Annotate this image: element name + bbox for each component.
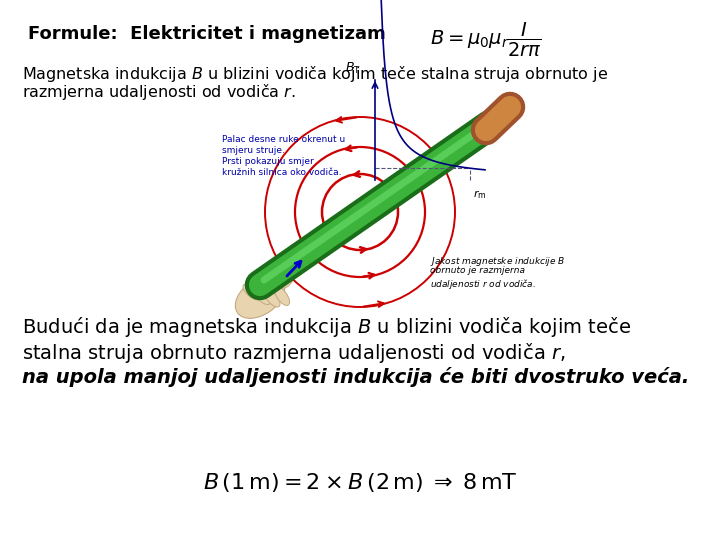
Ellipse shape: [235, 276, 284, 318]
Text: Prsti pokazuju smjer: Prsti pokazuju smjer: [222, 157, 314, 166]
Text: obrnuto je razmjerna: obrnuto je razmjerna: [430, 266, 525, 275]
Text: $B\,(1\,\mathrm{m}) = 2 \times B\,(2\,\mathrm{m})\;\Rightarrow\; 8\,\mathrm{mT}$: $B\,(1\,\mathrm{m}) = 2 \times B\,(2\,\m…: [202, 470, 518, 494]
Text: razmjerna udaljenosti od vodiča $r$.: razmjerna udaljenosti od vodiča $r$.: [22, 82, 296, 102]
Ellipse shape: [243, 284, 261, 300]
Text: na upola manjoj udaljenosti indukcija će biti dvostruko veća.: na upola manjoj udaljenosti indukcija će…: [22, 367, 689, 387]
Ellipse shape: [274, 287, 289, 306]
Text: $B_{\rm T}$: $B_{\rm T}$: [345, 61, 361, 76]
Text: udaljenosti $r$ od vodiča.: udaljenosti $r$ od vodiča.: [430, 277, 536, 291]
Ellipse shape: [280, 266, 296, 288]
Ellipse shape: [253, 287, 271, 305]
Text: Palac desne ruke okrenut u: Palac desne ruke okrenut u: [222, 135, 346, 144]
Text: Formule:  Elektricitet i magnetizam: Formule: Elektricitet i magnetizam: [28, 25, 386, 43]
Text: stalna struja obrnuto razmjerna udaljenosti od vodiča $r$,: stalna struja obrnuto razmjerna udaljeno…: [22, 341, 565, 365]
Text: Budući da je magnetska indukcija $B$ u blizini vodiča kojim teče: Budući da je magnetska indukcija $B$ u b…: [22, 315, 631, 339]
Text: Magnetska indukcija $B$ u blizini vodiča kojim teče stalna struja obrnuto je: Magnetska indukcija $B$ u blizini vodiča…: [22, 64, 608, 84]
Text: Jakost magnetske indukcije $B$: Jakost magnetske indukcije $B$: [430, 255, 565, 268]
Text: kružnih silnica oko vodiča.: kružnih silnica oko vodiča.: [222, 168, 341, 177]
Text: $r_{\rm m}$: $r_{\rm m}$: [473, 188, 487, 201]
Text: smjeru struje.: smjeru struje.: [222, 146, 285, 155]
Text: $B = \mu_0\mu_r \dfrac{I}{2r\pi}$: $B = \mu_0\mu_r \dfrac{I}{2r\pi}$: [430, 21, 542, 59]
Ellipse shape: [264, 289, 280, 307]
